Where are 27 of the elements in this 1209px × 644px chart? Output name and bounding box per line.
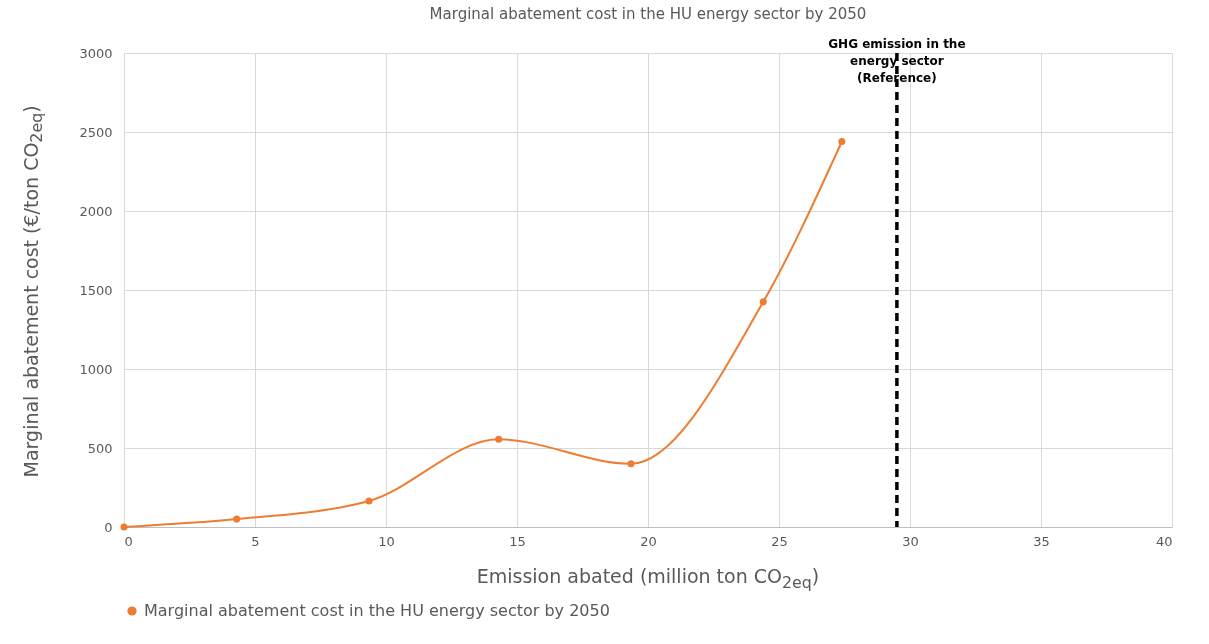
point [233,515,241,523]
x-tick-label: 15 [509,533,526,549]
point [120,523,128,531]
point [627,460,635,468]
ref-line-label: GHG emission in the energy sector (Reference) [828,37,966,85]
chart-title: Marginal abatement cost in the HU energy sector by 2050 [429,5,867,23]
y-tick-label: 2000 [79,203,113,219]
x-tick-label: 35 [1033,533,1050,549]
y-tick-label: 1000 [79,361,113,377]
legend-label: Marginal abatement cost in the HU energy sector by 2050 [144,601,610,620]
x-tick-label: 0 [124,533,133,549]
x-tick-label: 30 [902,533,919,549]
y-tick-label: 500 [87,440,113,456]
y-tick-label: 2500 [79,124,113,140]
point [365,497,373,505]
x-axis-title: Emission abated (million ton CO$_{2eq}$) [475,565,821,592]
point [495,435,503,443]
y-tick-label: 3000 [79,45,113,61]
x-tick-label: 40 [1155,533,1173,549]
x-tick-label: 25 [771,533,788,549]
x-tick-label: 5 [251,533,260,549]
point [759,298,767,306]
x-tick-label: 20 [640,533,657,549]
y-tick-label: 1500 [79,282,113,298]
point [838,137,846,146]
y-tick-label: 0 [104,519,113,535]
x-tick-label: 10 [378,533,395,549]
